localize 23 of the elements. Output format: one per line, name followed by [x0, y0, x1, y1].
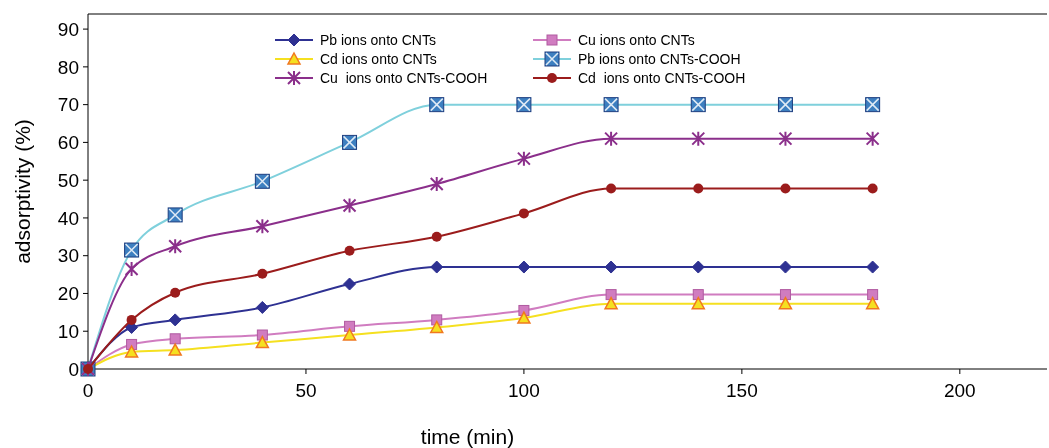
y-tick-label: 90	[57, 18, 79, 40]
x-tick-label: 0	[82, 380, 94, 401]
y-axis-title: adsorptivity (%)	[11, 119, 34, 264]
y-tick-label: 70	[57, 94, 79, 116]
legend-label: Pb ions onto CNTs	[320, 31, 436, 48]
y-tick-label: 10	[57, 320, 79, 342]
y-tick-label: 80	[57, 56, 79, 78]
legend-label: Cd ions onto CNTs-COOH	[578, 69, 746, 86]
x-tick-label: 200	[943, 380, 976, 401]
legend-label: Pb ions onto CNTs-COOH	[578, 50, 741, 67]
x-tick-label: 50	[295, 380, 317, 401]
y-tick-label: 20	[57, 283, 79, 305]
y-tick-label: 60	[57, 132, 79, 154]
x-axis-title: time (min)	[420, 425, 515, 448]
x-tick-label: 100	[508, 380, 540, 401]
legend-label: Cu ions onto CNTs-COOH	[320, 69, 488, 86]
y-tick-label: 50	[57, 169, 79, 191]
legend-label: Cd ions onto CNTs	[320, 50, 437, 67]
x-tick-label: 150	[726, 380, 758, 401]
y-tick-label: 30	[57, 245, 79, 267]
y-tick-label: 0	[68, 358, 79, 380]
legend-label: Cu ions onto CNTs	[578, 31, 695, 48]
y-tick-label: 40	[57, 207, 79, 229]
